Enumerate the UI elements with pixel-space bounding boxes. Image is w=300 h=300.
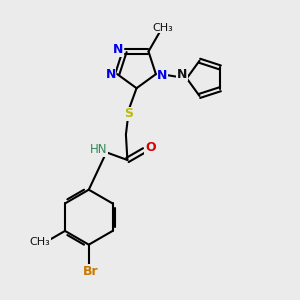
Text: N: N [157, 69, 168, 82]
Text: Br: Br [82, 265, 98, 278]
Text: CH₃: CH₃ [29, 237, 50, 247]
Text: HN: HN [90, 143, 108, 156]
Text: N: N [113, 44, 123, 56]
Text: S: S [124, 107, 134, 120]
Text: N: N [177, 68, 188, 81]
Text: CH₃: CH₃ [152, 22, 173, 33]
Text: O: O [145, 141, 155, 154]
Text: N: N [106, 68, 116, 81]
